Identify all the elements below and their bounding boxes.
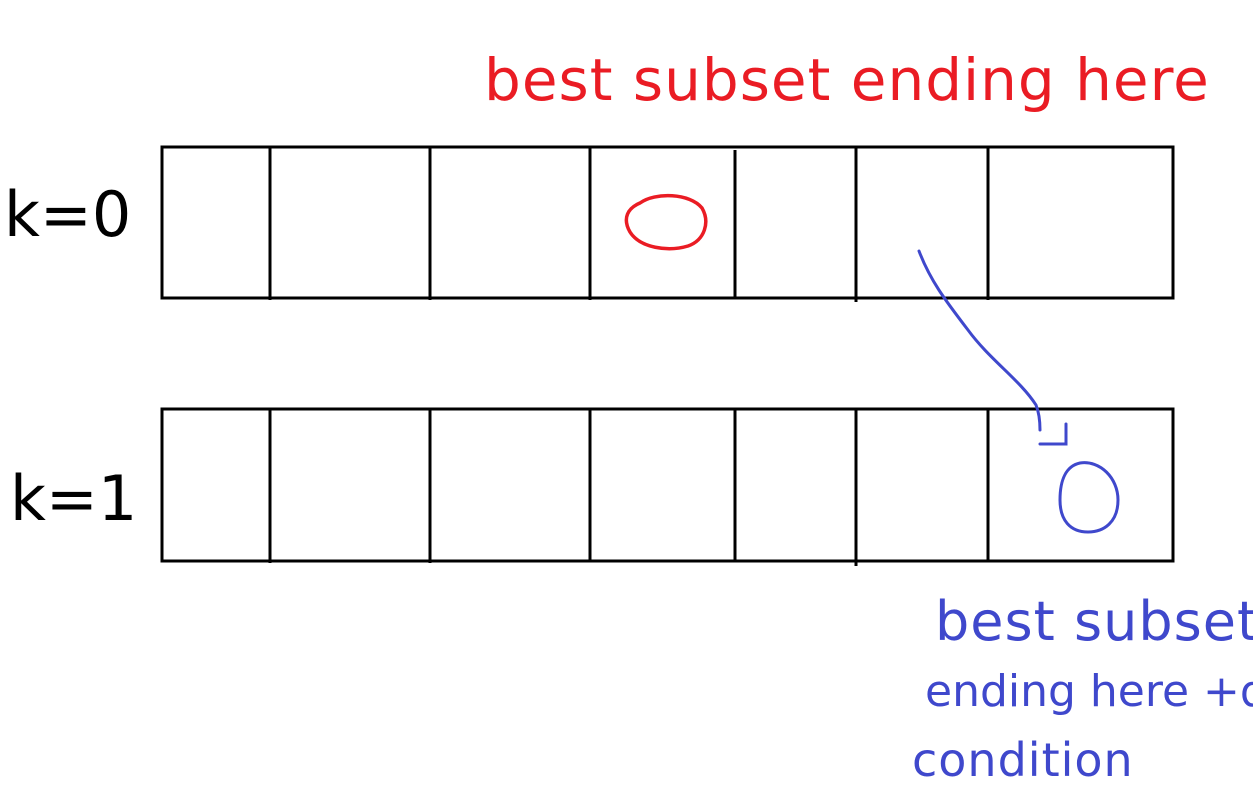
bottom-annotation-line3: condition (912, 733, 1134, 787)
top-annotation: best subset ending here (484, 46, 1210, 114)
row-label-k0: k=0 (4, 178, 131, 251)
row-grid-k0 (160, 145, 1175, 302)
blue-circle-mark (1058, 461, 1120, 534)
row-grid-k1 (160, 407, 1175, 566)
row-frame-k1 (160, 407, 1175, 563)
red-circle-mark (624, 193, 708, 251)
arrow-head-icon (1038, 422, 1068, 446)
row-frame-k0 (160, 145, 1175, 300)
bottom-annotation-line2: ending here +dp (925, 666, 1253, 717)
bottom-annotation-line1: best subset (935, 590, 1253, 653)
row-label-k1: k=1 (10, 462, 137, 535)
transition-arrow (917, 249, 1042, 432)
